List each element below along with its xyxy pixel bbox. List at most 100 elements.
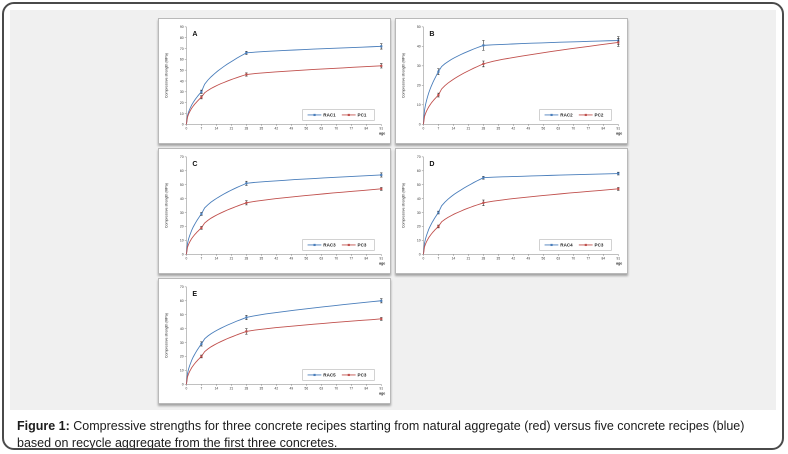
svg-text:21: 21 [230,387,234,391]
svg-text:age: age [379,392,385,396]
svg-text:63: 63 [320,127,324,131]
svg-text:14: 14 [215,387,219,391]
svg-text:14: 14 [215,257,219,261]
svg-text:60: 60 [417,169,421,173]
svg-text:35: 35 [497,257,501,261]
svg-text:91: 91 [616,257,620,261]
svg-text:30: 30 [180,211,184,215]
svg-text:age: age [616,132,622,136]
svg-text:84: 84 [364,127,368,131]
figure-caption-label: Figure 1: [17,419,70,433]
svg-text:70: 70 [180,47,184,51]
svg-text:Compressive strength (MPa): Compressive strength (MPa) [402,183,406,228]
chart-panel-b: 0 10 20 30 40 50 0 7 14 21 28 35 42 49 56 63 70 77 84 91 age… [395,18,628,144]
svg-text:63: 63 [320,387,324,391]
svg-text:14: 14 [452,257,456,261]
svg-text:50: 50 [417,183,421,187]
svg-text:50: 50 [180,313,184,317]
chart-a-svg: 0 10 20 30 40 50 60 70 80 90 0 7 14 21 28 35 42 49 56 63 70 7… [165,25,386,136]
svg-text:91: 91 [379,127,383,131]
svg-text:42: 42 [275,387,279,391]
svg-text:56: 56 [305,127,309,131]
svg-text:28: 28 [482,257,486,261]
svg-text:40: 40 [417,45,421,49]
svg-text:28: 28 [245,387,249,391]
svg-text:21: 21 [467,257,471,261]
svg-text:49: 49 [527,257,531,261]
svg-text:PC3: PC3 [595,243,604,248]
svg-text:77: 77 [586,257,590,261]
svg-text:35: 35 [260,127,264,131]
svg-text:63: 63 [557,127,561,131]
svg-text:10: 10 [417,239,421,243]
svg-text:40: 40 [180,79,184,83]
svg-text:age: age [379,132,385,136]
svg-text:80: 80 [180,36,184,40]
svg-text:70: 70 [335,387,339,391]
svg-text:42: 42 [275,257,279,261]
svg-text:10: 10 [417,103,421,107]
chart-panel-c: 0 10 20 30 40 50 60 70 0 7 14 21 28 35 42 49 56 63 70 77 84 9… [158,148,391,274]
svg-text:PC2: PC2 [595,113,604,118]
svg-text:10: 10 [180,369,184,373]
svg-text:PC3: PC3 [358,243,367,248]
svg-text:7: 7 [201,387,203,391]
svg-text:35: 35 [260,257,264,261]
svg-text:56: 56 [542,257,546,261]
svg-text:21: 21 [230,257,234,261]
svg-text:20: 20 [180,225,184,229]
svg-text:42: 42 [512,127,516,131]
svg-text:10: 10 [180,239,184,243]
svg-text:84: 84 [364,387,368,391]
svg-text:D: D [429,160,434,168]
chart-panel-a: 0 10 20 30 40 50 60 70 80 90 0 7 14 21 28 35 42 49 56 63 70 7… [158,18,391,144]
svg-text:84: 84 [364,257,368,261]
svg-text:7: 7 [201,127,203,131]
svg-text:84: 84 [601,257,605,261]
svg-text:70: 70 [180,285,184,289]
svg-text:49: 49 [290,127,294,131]
svg-text:70: 70 [572,127,576,131]
svg-text:7: 7 [438,257,440,261]
chart-grid: 0 10 20 30 40 50 60 70 80 90 0 7 14 21 28 35 42 49 56 63 70 7… [158,18,628,404]
svg-text:56: 56 [305,387,309,391]
svg-text:RAC5: RAC5 [323,373,336,378]
chart-b-svg: 0 10 20 30 40 50 0 7 14 21 28 35 42 49 56 63 70 77 84 91age… [402,25,623,136]
charts-panel: 0 10 20 30 40 50 60 70 80 90 0 7 14 21 28 35 42 49 56 63 70 7… [10,10,776,410]
svg-text:70: 70 [335,127,339,131]
chart-panel-e: 0 10 20 30 40 50 60 70 0 7 14 21 28 35 42 49 56 63 70 77 84 9… [158,278,391,404]
svg-text:40: 40 [417,197,421,201]
svg-text:21: 21 [467,127,471,131]
svg-text:10: 10 [180,112,184,116]
svg-text:Compressive strength (MPa): Compressive strength (MPa) [165,183,169,228]
svg-text:91: 91 [616,127,620,131]
svg-text:84: 84 [601,127,605,131]
svg-text:63: 63 [320,257,324,261]
svg-text:28: 28 [245,127,249,131]
svg-text:RAC4: RAC4 [560,243,573,248]
svg-text:C: C [192,160,197,168]
svg-text:age: age [616,262,622,266]
svg-text:28: 28 [245,257,249,261]
svg-text:0: 0 [186,257,188,261]
svg-text:49: 49 [290,257,294,261]
svg-text:20: 20 [180,101,184,105]
svg-text:77: 77 [349,127,353,131]
svg-text:0: 0 [419,123,421,127]
svg-text:0: 0 [423,257,425,261]
svg-text:21: 21 [230,127,234,131]
svg-text:77: 77 [586,127,590,131]
svg-text:RAC2: RAC2 [560,113,573,118]
svg-text:56: 56 [542,127,546,131]
svg-text:70: 70 [180,155,184,159]
svg-text:0: 0 [182,383,184,387]
svg-text:PC1: PC1 [358,113,367,118]
svg-text:90: 90 [180,25,184,29]
svg-text:28: 28 [482,127,486,131]
svg-text:0: 0 [182,253,184,257]
svg-text:14: 14 [215,127,219,131]
svg-text:77: 77 [349,387,353,391]
svg-text:40: 40 [180,327,184,331]
chart-d-svg: 0 10 20 30 40 50 60 70 0 7 14 21 28 35 42 49 56 63 70 77 84 9… [402,155,623,266]
svg-text:60: 60 [180,299,184,303]
